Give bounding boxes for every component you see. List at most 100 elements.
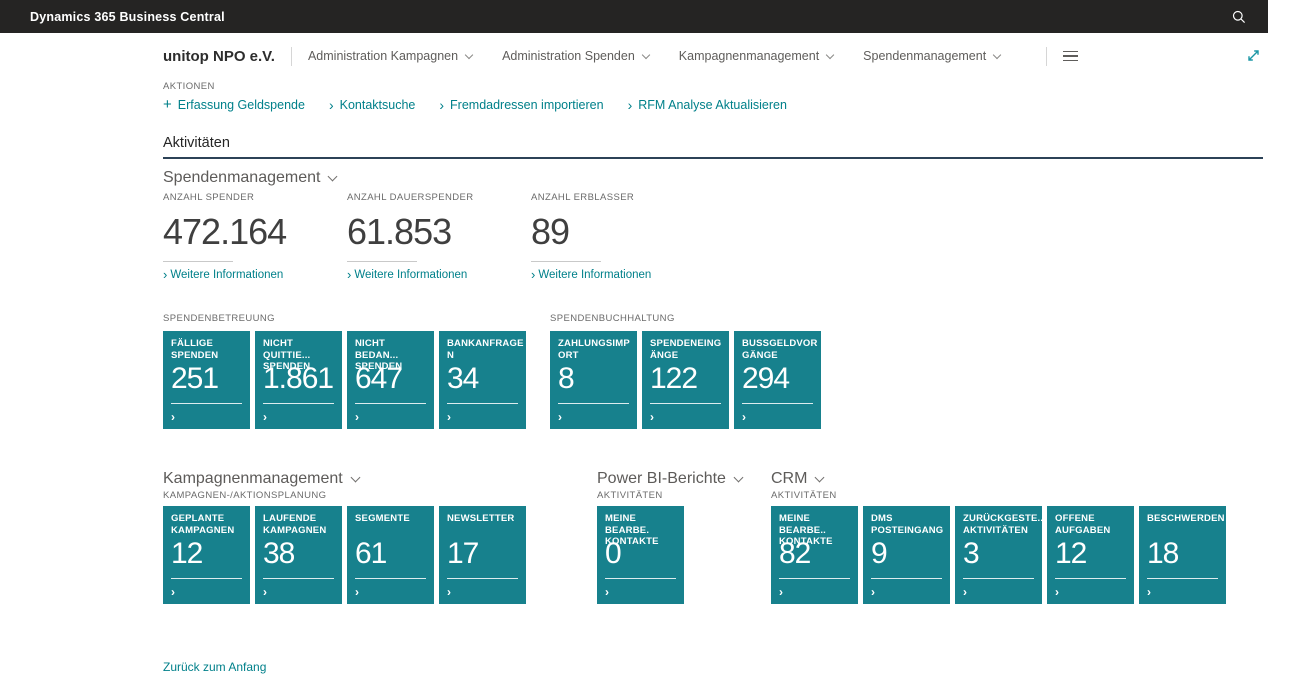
chevron-right-icon: › bbox=[963, 586, 967, 598]
cue-tile-dms-posteingang[interactable]: DMSPOSTEINGANG 9 › bbox=[863, 506, 950, 604]
divider bbox=[963, 578, 1034, 579]
chevron-right-icon: › bbox=[1055, 586, 1059, 598]
chevron-right-icon: › bbox=[558, 411, 562, 423]
kpi-row: ANZAHL SPENDER 472.164 › Weitere Informa… bbox=[163, 192, 715, 281]
divider bbox=[447, 403, 518, 404]
cue-value: 61 bbox=[355, 535, 386, 573]
kpi-value[interactable]: 61.853 bbox=[347, 212, 531, 252]
nav-menu-administration-kampagnen[interactable]: Administration Kampagnen bbox=[308, 49, 472, 63]
cue-value: 17 bbox=[447, 535, 478, 573]
chevron-right-icon: › bbox=[605, 586, 609, 598]
divider bbox=[355, 578, 426, 579]
weitere-informationen-link[interactable]: › Weitere Informationen bbox=[347, 269, 531, 281]
cue-tile-bankanfragen[interactable]: BANKANFRAGEN 34 › bbox=[439, 331, 526, 429]
kpi-label: ANZAHL SPENDER bbox=[163, 192, 347, 203]
divider bbox=[605, 578, 676, 579]
kpi-value[interactable]: 89 bbox=[531, 212, 715, 252]
business-central-app: Dynamics 365 Business Central unitop NPO… bbox=[0, 0, 1290, 690]
chevron-down-icon bbox=[350, 472, 360, 482]
divider bbox=[650, 403, 721, 404]
divider bbox=[263, 578, 334, 579]
chevron-right-icon: › bbox=[628, 99, 633, 111]
weitere-informationen-link[interactable]: › Weitere Informationen bbox=[531, 269, 715, 281]
divider bbox=[558, 403, 629, 404]
cue-value: 9 bbox=[871, 535, 887, 573]
kpi-anzahl-erblasser: ANZAHL ERBLASSER 89 › Weitere Informatio… bbox=[531, 192, 715, 281]
cue-tile-laufende-kampagnen[interactable]: LAUFENDEKAMPAGNEN 38 › bbox=[255, 506, 342, 604]
action-rfm-analyse-aktualisieren[interactable]: › RFM Analyse Aktualisieren bbox=[628, 98, 787, 112]
divider bbox=[347, 261, 417, 262]
app-title: Dynamics 365 Business Central bbox=[30, 10, 225, 24]
weitere-informationen-link[interactable]: › Weitere Informationen bbox=[163, 269, 347, 281]
cue-tile-segmente[interactable]: SEGMENTE 61 › bbox=[347, 506, 434, 604]
cue-tile-nicht-quittierte-spenden[interactable]: NICHT QUITTIE...SPENDEN 1.861 › bbox=[255, 331, 342, 429]
action-fremdadressen-importieren[interactable]: › Fremdadressen importieren bbox=[439, 98, 603, 112]
chevron-right-icon: › bbox=[779, 586, 783, 598]
cue-value: 3 bbox=[963, 535, 979, 573]
divider bbox=[171, 578, 242, 579]
divider bbox=[1147, 578, 1218, 579]
chevron-down-icon bbox=[815, 472, 825, 482]
divider bbox=[291, 47, 292, 66]
divider bbox=[163, 261, 233, 262]
cue-tile-faellige-spenden[interactable]: FÄLLIGESPENDEN 251 › bbox=[163, 331, 250, 429]
chevron-down-icon bbox=[465, 50, 473, 58]
back-to-top-link[interactable]: Zurück zum Anfang bbox=[163, 660, 266, 674]
cue-tile-bussgeldvorgaenge[interactable]: BUSSGELDVORGÄNGE 294 › bbox=[734, 331, 821, 429]
chevron-right-icon: › bbox=[263, 411, 267, 423]
group-caption-spendenbetreuung: SPENDENBETREUUNG bbox=[163, 313, 275, 324]
cue-tile-pbi-meine-bearbeiteten-kontakte[interactable]: MEINE BEARBE.KONTAKTE 0 › bbox=[597, 506, 684, 604]
nav-menu-administration-spenden[interactable]: Administration Spenden bbox=[502, 49, 649, 63]
cue-value: 647 bbox=[355, 360, 402, 398]
cue-value: 12 bbox=[171, 535, 202, 573]
section-heading-power-bi-berichte[interactable]: Power BI-Berichte bbox=[597, 470, 742, 488]
cue-value: 34 bbox=[447, 360, 478, 398]
chevron-right-icon: › bbox=[171, 586, 175, 598]
nav-menu-spendenmanagement[interactable]: Spendenmanagement bbox=[863, 49, 1000, 63]
chevron-right-icon: › bbox=[171, 411, 175, 423]
cue-value: 294 bbox=[742, 360, 789, 398]
cue-tile-nicht-bedankte-spenden[interactable]: NICHT BEDAN...SPENDEN 647 › bbox=[347, 331, 434, 429]
kpi-anzahl-spender: ANZAHL SPENDER 472.164 › Weitere Informa… bbox=[163, 192, 347, 281]
cue-tile-newsletter[interactable]: NEWSLETTER 17 › bbox=[439, 506, 526, 604]
cue-tile-geplante-kampagnen[interactable]: GEPLANTEKAMPAGNEN 12 › bbox=[163, 506, 250, 604]
navigation-bar: unitop NPO e.V. Administration Kampagnen… bbox=[163, 42, 1078, 70]
section-heading-crm[interactable]: CRM bbox=[771, 470, 823, 488]
action-erfassung-geldspende[interactable]: + Erfassung Geldspende bbox=[163, 98, 305, 112]
nav-menu-kampagnenmanagement[interactable]: Kampagnenmanagement bbox=[679, 49, 833, 63]
section-heading-spendenmanagement[interactable]: Spendenmanagement bbox=[163, 169, 336, 187]
divider bbox=[171, 403, 242, 404]
expand-diagonal-icon[interactable] bbox=[1245, 47, 1263, 65]
divider bbox=[1046, 47, 1047, 66]
cue-value: 18 bbox=[1147, 535, 1178, 573]
chevron-right-icon: › bbox=[355, 411, 359, 423]
cue-value: 38 bbox=[263, 535, 294, 573]
chevron-right-icon: › bbox=[163, 269, 167, 281]
section-heading-kampagnenmanagement[interactable]: Kampagnenmanagement bbox=[163, 470, 359, 488]
divider bbox=[531, 261, 601, 262]
cue-tile-zurueckgestellte-aktivitaeten[interactable]: ZURÜCKGESTE...AKTIVITÄTEN 3 › bbox=[955, 506, 1042, 604]
cue-tile-zahlungsimport[interactable]: ZAHLUNGSIMPORT 8 › bbox=[550, 331, 637, 429]
divider bbox=[742, 403, 813, 404]
chevron-right-icon: › bbox=[531, 269, 535, 281]
divider bbox=[871, 578, 942, 579]
cue-value: 82 bbox=[779, 535, 810, 573]
cue-tile-spendeneingaenge[interactable]: SPENDENEINGÄNGE 122 › bbox=[642, 331, 729, 429]
cue-tile-beschwerden[interactable]: BESCHWERDEN 18 › bbox=[1139, 506, 1226, 604]
divider bbox=[447, 578, 518, 579]
kpi-value[interactable]: 472.164 bbox=[163, 212, 347, 252]
cue-tile-offene-aufgaben[interactable]: OFFENEAUFGABEN 12 › bbox=[1047, 506, 1134, 604]
chevron-right-icon: › bbox=[347, 269, 351, 281]
cue-tile-crm-meine-bearbeiteten-kontakte[interactable]: MEINE BEARBE..KONTAKTE 82 › bbox=[771, 506, 858, 604]
divider bbox=[779, 578, 850, 579]
search-icon[interactable] bbox=[1230, 8, 1248, 26]
more-menu-icon[interactable] bbox=[1063, 48, 1078, 65]
company-menu[interactable]: unitop NPO e.V. bbox=[163, 48, 275, 65]
chevron-down-icon bbox=[328, 171, 338, 181]
chevron-right-icon: › bbox=[447, 586, 451, 598]
cue-value: 8 bbox=[558, 360, 574, 398]
action-kontaktsuche[interactable]: › Kontaktsuche bbox=[329, 98, 415, 112]
chevron-down-icon bbox=[733, 472, 743, 482]
cue-value: 251 bbox=[171, 360, 218, 398]
plus-icon: + bbox=[163, 99, 172, 111]
